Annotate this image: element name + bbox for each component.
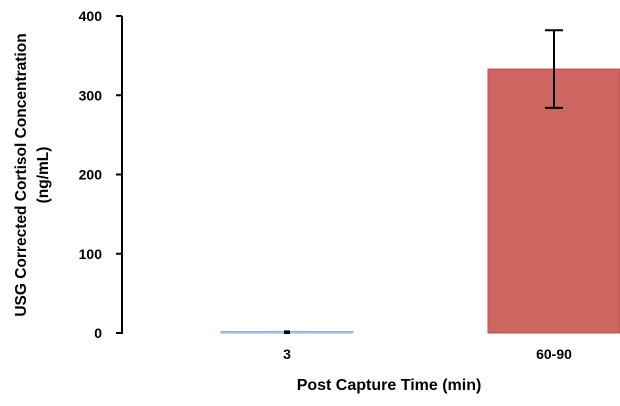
x-tick-labels: 3 60-90 [283,346,572,362]
error-bars [284,29,563,334]
y-axis-label: USG Corrected Cortisol Concentration (ng… [13,33,52,316]
y-tick-label: 0 [94,325,102,341]
x-tick-label-60-90: 60-90 [536,346,572,362]
x-axis-label: Post Capture Time (min) [297,377,482,394]
y-axis-label-line-2: (ng/mL) [35,147,52,204]
y-tick-label: 200 [79,167,103,183]
y-axis: 0 100 200 300 400 [79,8,123,341]
y-ticks: 0 100 200 300 400 [79,8,122,341]
y-tick-label: 100 [79,246,103,262]
y-tick-label: 400 [79,8,103,24]
x-tick-label-3: 3 [283,346,291,362]
y-tick-label: 300 [79,87,103,103]
y-axis-label-line-1: USG Corrected Cortisol Concentration [13,33,30,316]
